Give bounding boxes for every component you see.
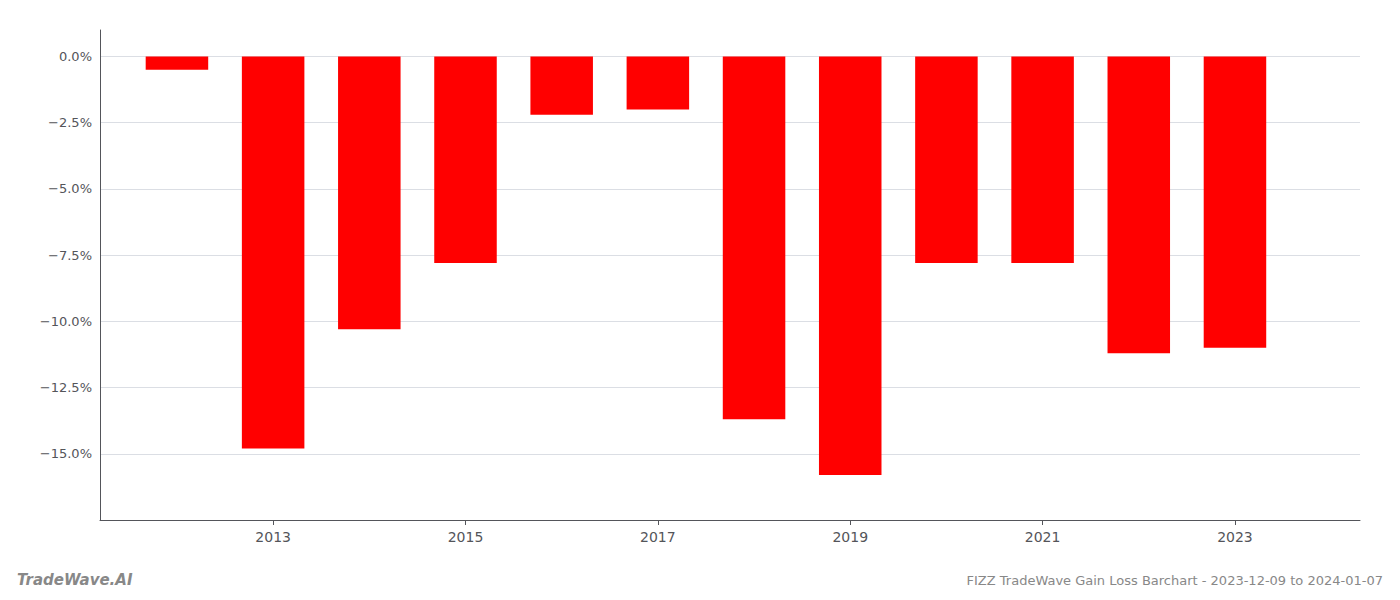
svg-text:−15.0%: −15.0%	[40, 446, 92, 461]
svg-text:2023: 2023	[1217, 529, 1253, 545]
svg-text:−12.5%: −12.5%	[40, 380, 92, 395]
svg-text:2013: 2013	[255, 529, 291, 545]
svg-text:−7.5%: −7.5%	[48, 248, 92, 263]
svg-text:TradeWave.AI: TradeWave.AI	[17, 571, 133, 589]
svg-text:−10.0%: −10.0%	[40, 314, 92, 329]
svg-text:−5.0%: −5.0%	[48, 181, 92, 196]
svg-text:2021: 2021	[1025, 529, 1061, 545]
svg-text:2019: 2019	[832, 529, 868, 545]
svg-text:−2.5%: −2.5%	[48, 115, 92, 130]
svg-text:0.0%: 0.0%	[59, 49, 92, 64]
svg-text:2015: 2015	[448, 529, 484, 545]
svg-text:FIZZ TradeWave Gain Loss Barch: FIZZ TradeWave Gain Loss Barchart - 2023…	[967, 573, 1383, 588]
svg-text:2017: 2017	[640, 529, 676, 545]
